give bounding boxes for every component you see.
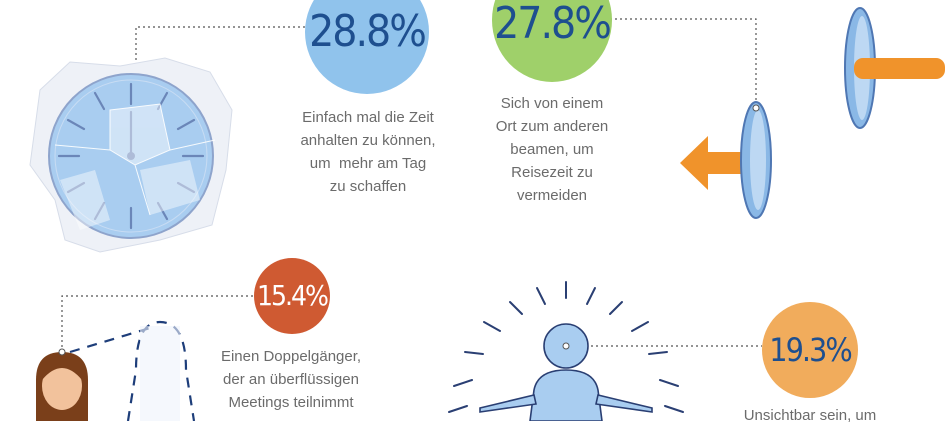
broken-clock-icon — [29, 57, 233, 253]
stat-time-caption: Einfach mal die Zeit anhalten zu können,… — [300, 109, 436, 195]
arrow-right-icon — [854, 58, 945, 79]
stat-time-circle: 28.8% — [305, 0, 429, 94]
stat-double-value: 15.4% — [256, 279, 329, 312]
connector-time — [135, 26, 305, 60]
lens-icon — [740, 101, 772, 219]
stat-double-circle: 15.4% — [254, 258, 330, 334]
stat-invisible-circle: 19.3% — [762, 302, 858, 398]
person-icon — [36, 348, 88, 421]
stat-invisible-caption: Unsichtbar sein, um — [743, 407, 877, 424]
connector-beam — [610, 18, 757, 108]
stat-double-caption: Einen Doppelgänger, der an überflüssigen… — [220, 348, 362, 411]
stat-time-value: 28.8% — [309, 6, 427, 57]
connector-double — [61, 295, 254, 352]
stat-beam-value: 27.8% — [494, 0, 612, 49]
ghost-double-icon — [69, 320, 196, 421]
stat-beam-caption: Sich von einem Ort zum anderen beamen, u… — [495, 95, 609, 204]
stat-invisible-value: 19.3% — [769, 331, 852, 369]
glowing-person-icon — [448, 281, 684, 421]
